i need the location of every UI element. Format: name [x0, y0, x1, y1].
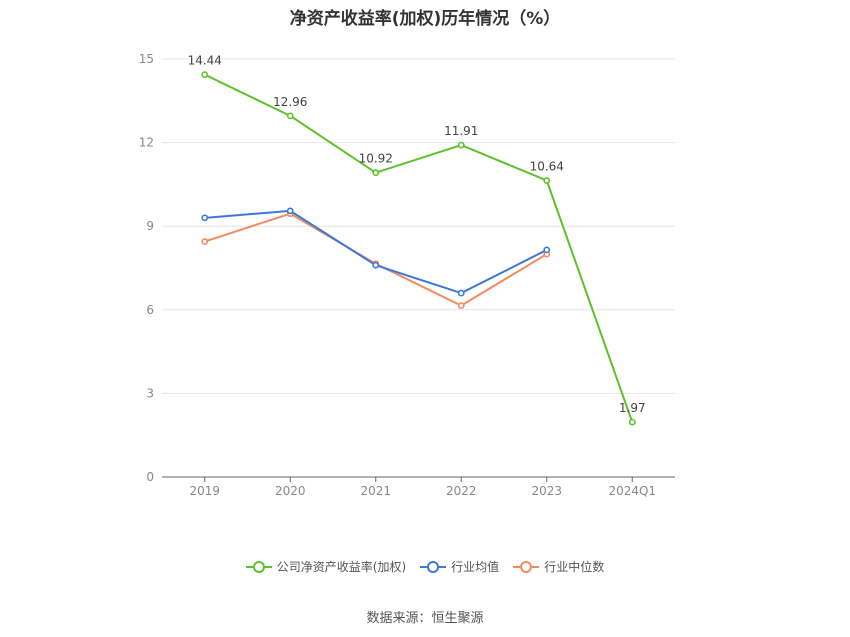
legend-swatch-marker	[427, 560, 440, 573]
x-tick-label: 2019	[189, 484, 220, 498]
legend-label: 行业中位数	[544, 560, 605, 574]
legend-swatch-marker	[520, 560, 533, 573]
data-label: 12.96	[273, 95, 307, 109]
data-point	[457, 289, 465, 297]
data-point	[372, 261, 380, 269]
data-point	[543, 177, 551, 184]
data-label: 10.64	[530, 159, 564, 173]
series-lines	[201, 71, 636, 426]
y-tick-label: 12	[139, 136, 154, 150]
axes: 0 3 6 9 12 15 2019 2020 2021 2022 2023 2024Q1	[139, 52, 675, 498]
legend-label: 行业均值	[451, 560, 500, 574]
legend-swatch-marker	[252, 560, 265, 573]
series-line	[204, 73, 634, 423]
series-line	[204, 209, 548, 295]
y-tick-label: 9	[146, 219, 154, 233]
legend-label: 公司净资产收益率(加权)	[276, 560, 407, 574]
data-point	[457, 302, 465, 310]
legend-swatch	[513, 560, 540, 573]
y-tick-label: 0	[146, 470, 154, 484]
chart-title: 净资产收益率(加权)历年情况（%）	[289, 9, 561, 29]
data-point	[286, 112, 294, 120]
data-label: 10.92	[359, 152, 393, 166]
grid-lines	[162, 58, 675, 394]
data-point	[201, 71, 209, 79]
source-note: 数据来源：恒生聚源	[366, 611, 484, 626]
data-point	[201, 238, 209, 245]
x-tick-label: 2022	[446, 484, 477, 498]
y-tick-label: 6	[146, 303, 154, 317]
data-label: 14.44	[188, 54, 222, 68]
data-label: 1.97	[619, 401, 646, 415]
x-tick-label: 2024Q1	[608, 484, 656, 498]
data-point	[372, 169, 380, 177]
data-point	[201, 214, 209, 222]
data-point	[286, 207, 294, 215]
data-point	[543, 246, 551, 254]
y-tick-label: 3	[146, 386, 154, 400]
x-tick-label: 2023	[531, 484, 562, 498]
data-labels: 14.44 12.96 10.92 11.91 10.64 1.97	[188, 54, 646, 415]
legend-swatch	[245, 560, 272, 573]
legend: 公司净资产收益率(加权) 行业均值 行业中位数	[0, 558, 850, 575]
data-point	[457, 141, 465, 149]
legend-swatch	[420, 560, 447, 573]
data-point	[628, 418, 636, 426]
data-label: 11.91	[444, 124, 478, 138]
x-tick-label: 2020	[275, 484, 306, 498]
y-tick-label: 15	[139, 52, 154, 66]
x-tick-label: 2021	[360, 484, 391, 498]
legend-item: 行业中位数	[513, 558, 604, 575]
legend-item: 行业均值	[420, 558, 499, 575]
legend-item: 公司净资产收益率(加权)	[245, 558, 407, 575]
series-line	[204, 212, 548, 307]
